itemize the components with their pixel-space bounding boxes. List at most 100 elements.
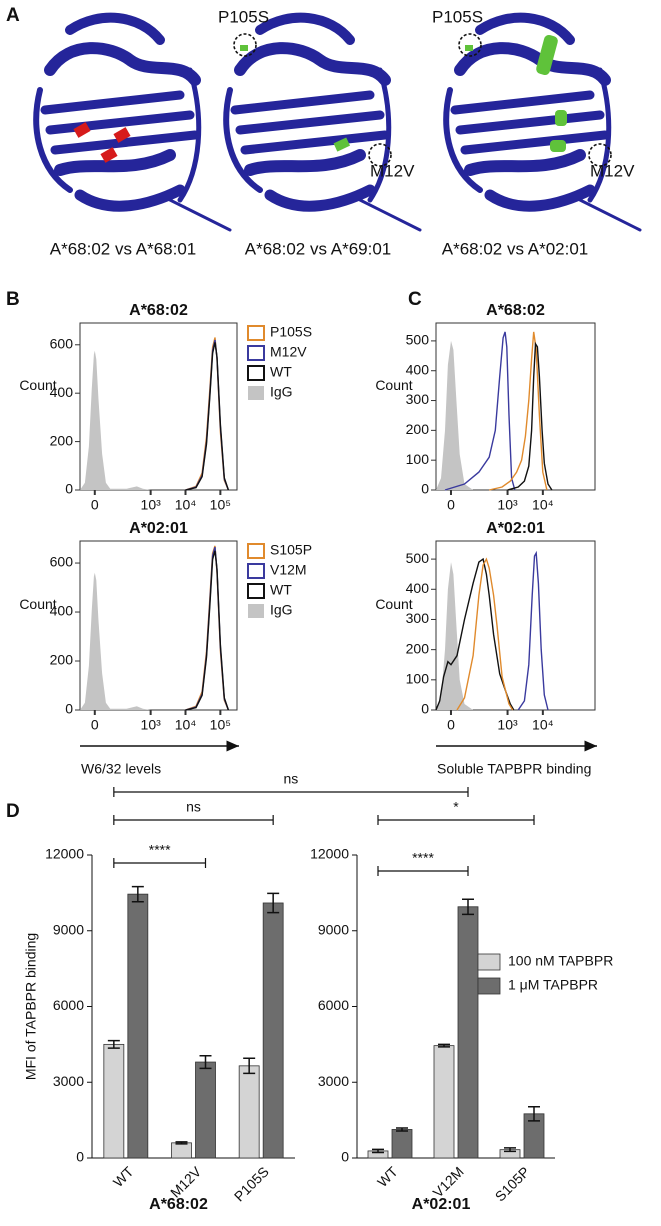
x-tick-label: 10⁴	[532, 717, 554, 733]
caption: A*68:02 vs A*68:01	[50, 239, 197, 258]
significance-label: ****	[149, 842, 171, 858]
legend-swatch	[248, 604, 264, 618]
x-tick-label: 10³	[497, 717, 518, 733]
y-tick-label: 400	[406, 361, 430, 377]
y-tick-label: 400	[50, 384, 74, 400]
y-axis-label: Count	[19, 596, 56, 612]
significance-bracket	[377, 815, 535, 825]
bar	[262, 902, 284, 1159]
histogram-line	[185, 550, 230, 711]
significance-bracket	[113, 858, 207, 868]
protein-structure	[33, 12, 232, 232]
y-tick-label: 0	[65, 481, 73, 497]
panel-label: C	[408, 289, 422, 310]
y-tick-label: 300	[406, 391, 430, 407]
y-tick-label: 100	[406, 451, 430, 467]
caption: A*68:02 vs A*69:01	[245, 239, 392, 258]
histogram-line	[444, 331, 516, 491]
legend-label: S105P	[270, 542, 312, 558]
x-tick-label: 10⁴	[175, 717, 197, 733]
mutation-label: P105S	[432, 7, 483, 26]
y-tick-label: 0	[76, 1149, 84, 1165]
highlight	[240, 34, 567, 152]
y-tick-label: 0	[341, 1149, 349, 1165]
y-tick-label: 3000	[53, 1073, 84, 1089]
error-bar	[131, 885, 144, 903]
chart-title: A*68:02	[486, 302, 545, 319]
x-tick-label: WT	[110, 1163, 137, 1190]
y-axis-label: MFI of TAPBPR binding	[23, 933, 39, 1080]
x-tick-label: WT	[374, 1163, 401, 1190]
panel-label: D	[6, 801, 20, 822]
histogram-line	[489, 331, 548, 491]
bar	[238, 1065, 260, 1159]
x-tick-label: P105S	[231, 1163, 272, 1204]
x-tick-label: 0	[447, 497, 455, 513]
x-tick-label: 0	[91, 717, 99, 733]
error-bar	[528, 1105, 540, 1122]
error-bar	[267, 892, 280, 914]
x-tick-label: M12V	[167, 1163, 205, 1201]
significance-bracket	[113, 815, 274, 825]
group-label: A*68:02	[149, 1196, 208, 1213]
x-tick-label: 0	[447, 717, 455, 733]
panel-label: B	[6, 289, 20, 310]
y-axis-label: Count	[19, 377, 56, 393]
plot-frame	[79, 540, 238, 711]
significance-label: ns	[284, 771, 299, 787]
histogram-line	[185, 546, 230, 711]
y-tick-label: 200	[406, 421, 430, 437]
x-tick-label: V12M	[430, 1163, 467, 1200]
legend-swatch	[247, 365, 265, 381]
legend-label: IgG	[270, 602, 293, 618]
legend-swatch	[248, 386, 264, 400]
histogram-area	[80, 350, 151, 490]
group-label: A*02:01	[412, 1196, 471, 1213]
error-bar	[199, 1054, 212, 1070]
significance-label: *	[453, 799, 459, 815]
histogram-area	[436, 340, 474, 490]
y-tick-label: 200	[50, 652, 74, 668]
histogram-line	[456, 557, 514, 711]
histogram-line	[185, 337, 230, 491]
bar	[433, 1045, 455, 1159]
histogram-line	[435, 557, 515, 711]
y-tick-label: 200	[50, 432, 74, 448]
x-tick-label: 0	[91, 497, 99, 513]
y-tick-label: 3000	[318, 1073, 349, 1089]
legend-label: WT	[270, 582, 292, 598]
legend-label: WT	[270, 364, 292, 380]
y-tick-label: 200	[406, 640, 430, 656]
histogram-line	[185, 545, 230, 711]
chart-title: A*68:02	[129, 302, 188, 319]
legend-swatch	[247, 583, 265, 599]
chart-title: A*02:01	[486, 520, 545, 537]
legend-swatch	[247, 325, 265, 341]
x-tick-label: 10³	[497, 497, 518, 513]
x-tick-label: 10⁴	[532, 497, 554, 513]
y-tick-label: 0	[421, 481, 429, 497]
histogram-line	[185, 339, 230, 491]
plot-frame	[79, 322, 238, 491]
y-tick-label: 12000	[45, 846, 84, 862]
y-tick-label: 500	[406, 550, 430, 566]
y-tick-label: 500	[406, 332, 430, 348]
x-axis-label: W6/32 levels	[81, 761, 161, 777]
y-tick-label: 600	[50, 335, 74, 351]
mutation-label: M12V	[370, 161, 415, 180]
legend-swatch	[247, 345, 265, 361]
legend-label: 100 nM TAPBPR	[508, 953, 613, 969]
error-bar	[175, 1141, 188, 1145]
bar	[457, 906, 479, 1159]
error-bar	[396, 1127, 408, 1132]
x-tick-label: 10⁵	[210, 497, 231, 513]
error-bar	[372, 1148, 384, 1154]
legend-swatch	[477, 953, 501, 971]
x-tick-label: 10³	[141, 717, 162, 733]
legend-swatch	[477, 977, 501, 995]
significance-label: ns	[186, 799, 201, 815]
legend-swatch	[247, 543, 265, 559]
bar	[103, 1043, 125, 1159]
